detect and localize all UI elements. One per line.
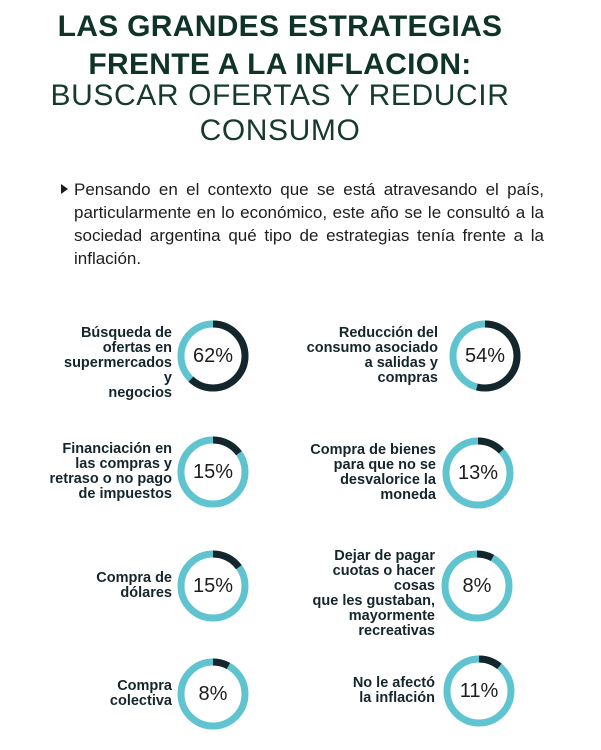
donut-chart: 15% — [177, 436, 249, 508]
donut-ring-icon — [442, 437, 514, 509]
donut-ring-icon — [449, 320, 521, 392]
subtitle-line-1: BUSCAR OFERTAS Y REDUCIR — [50, 79, 510, 112]
triangle-bullet-icon — [61, 184, 68, 194]
intro-paragraph: Pensando en el contexto que se está atra… — [74, 180, 544, 268]
percentage-value: 15% — [192, 460, 234, 483]
donut-ring-icon — [177, 658, 249, 730]
percentage-value: 54% — [464, 344, 506, 367]
donut-chart: 15% — [177, 550, 249, 622]
strategy-label: Compra colectiva — [109, 678, 172, 709]
donut-chart: 54% — [449, 320, 521, 392]
strategy-label: Compra de bienes para que no se desvaloric… — [310, 442, 436, 503]
percentage-value: 8% — [462, 574, 492, 597]
strategy-label: Dejar de pagar cuotas o hacer cosas que le… — [312, 547, 435, 639]
title-line-2: FRENTE A LA INFLACION: — [88, 48, 472, 81]
percentage-value: 62% — [192, 344, 234, 367]
strategy-label: Compra de dólares — [96, 570, 172, 601]
percentage-value: 8% — [198, 682, 228, 705]
donut-chart: 8% — [177, 658, 249, 730]
percentage-value: 11% — [459, 679, 499, 702]
strategy-label: No le afectó la inflación — [352, 675, 435, 706]
donut-chart: 8% — [441, 550, 513, 622]
donut-chart: 13% — [442, 437, 514, 509]
title-line-1: LAS GRANDES ESTRATEGIAS — [57, 10, 503, 43]
strategy-label: Financiación en las compras y retraso o no… — [49, 441, 172, 502]
percentage-value: 13% — [457, 461, 499, 484]
donut-chart: 62% — [177, 320, 249, 392]
donut-ring-icon — [177, 436, 249, 508]
strategy-label: Búsqueda de ofertas en supermercados y nego… — [64, 325, 172, 401]
percentage-value: 15% — [192, 574, 234, 597]
donut-ring-icon — [177, 550, 249, 622]
strategy-label: Reducción del consumo asociado a salidas y… — [306, 325, 438, 386]
subtitle-line-2: CONSUMO — [199, 114, 361, 147]
donut-ring-icon — [177, 320, 249, 392]
donut-ring-icon — [443, 655, 515, 727]
donut-ring-icon — [441, 550, 513, 622]
donut-chart: 11% — [443, 655, 515, 727]
